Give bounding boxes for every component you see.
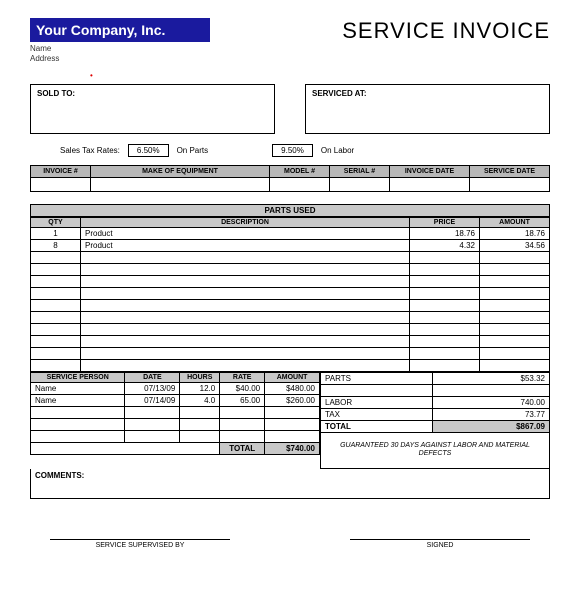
summary-labor-value: 740.00	[432, 396, 549, 408]
parts-row-empty	[31, 275, 550, 287]
on-parts-label: On Parts	[177, 146, 209, 155]
parts-row-empty	[31, 299, 550, 311]
parts-section: PARTS USED QTY DESCRIPTION PRICE AMOUNT …	[30, 204, 550, 499]
summary-tax-value: 73.77	[432, 408, 549, 420]
parts-header: PRICE	[410, 217, 480, 227]
supervised-signature: SERVICE SUPERVISED BY	[50, 539, 230, 549]
parts-used-title: PARTS USED	[30, 204, 550, 217]
parts-row-empty	[31, 347, 550, 359]
labor-summary-wrap: SERVICE PERSON DATE HOURS RATE AMOUNT Na…	[30, 372, 550, 469]
labor-header: AMOUNT	[265, 372, 320, 382]
tax-label: Sales Tax Rates:	[60, 146, 120, 155]
labor-row-empty	[31, 406, 320, 418]
summary-labor-label: LABOR	[321, 396, 433, 408]
parts-row-empty	[31, 263, 550, 275]
company-meta: Name Address	[30, 44, 210, 65]
meta-header: MODEL #	[270, 165, 330, 177]
labor-total-row: TOTAL$740.00	[31, 442, 320, 454]
labor-header: HOURS	[180, 372, 220, 382]
parts-row: 1Product18.7618.76	[31, 227, 550, 239]
summary-parts-label: PARTS	[321, 372, 433, 384]
signature-row: SERVICE SUPERVISED BY SIGNED	[30, 539, 550, 549]
labor-table: SERVICE PERSON DATE HOURS RATE AMOUNT Na…	[30, 372, 320, 455]
parts-table: QTY DESCRIPTION PRICE AMOUNT 1Product18.…	[30, 217, 550, 372]
summary-total-value: $867.09	[432, 420, 549, 432]
labor-row: Name07/14/094.065.00$260.00	[31, 394, 320, 406]
summary-tax-label: TAX	[321, 408, 433, 420]
address-label: Address	[30, 54, 210, 64]
summary-table: PARTS$53.32 LABOR740.00 TAX73.77 TOTAL$8…	[320, 372, 550, 469]
meta-header: SERIAL #	[330, 165, 390, 177]
labor-header: RATE	[220, 372, 265, 382]
header: Your Company, Inc. Name Address SERVICE …	[30, 18, 550, 65]
labor-tax-rate: 9.50%	[272, 144, 313, 157]
meta-header: SERVICE DATE	[470, 165, 550, 177]
invoice-meta-table: INVOICE # MAKE OF EQUIPMENT MODEL # SERI…	[30, 165, 550, 192]
serviced-at-box: SERVICED AT:	[305, 84, 550, 134]
parts-header: QTY	[31, 217, 81, 227]
labor-row-empty	[31, 418, 320, 430]
sold-to-box: SOLD TO:	[30, 84, 275, 134]
meta-header: INVOICE DATE	[390, 165, 470, 177]
parts-row-empty	[31, 359, 550, 371]
signed-signature: SIGNED	[350, 539, 530, 549]
parts-tax-rate: 6.50%	[128, 144, 169, 157]
parts-row-empty	[31, 287, 550, 299]
document-title: SERVICE INVOICE	[342, 18, 550, 44]
on-labor-label: On Labor	[321, 146, 354, 155]
company-name-banner: Your Company, Inc.	[30, 18, 210, 42]
company-block: Your Company, Inc. Name Address	[30, 18, 210, 65]
labor-header: DATE	[125, 372, 180, 382]
parts-row-empty	[31, 335, 550, 347]
summary-parts-value: $53.32	[432, 372, 549, 384]
parts-row-empty	[31, 311, 550, 323]
parts-header: DESCRIPTION	[81, 217, 410, 227]
name-label: Name	[30, 44, 210, 54]
tax-rates-row: Sales Tax Rates: 6.50% On Parts 9.50% On…	[30, 144, 550, 157]
labor-header: SERVICE PERSON	[31, 372, 125, 382]
summary-total-label: TOTAL	[321, 420, 433, 432]
parts-row: 8Product4.3234.56	[31, 239, 550, 251]
parts-row-empty	[31, 323, 550, 335]
labor-row: Name07/13/0912.0$40.00$480.00	[31, 382, 320, 394]
guarantee-text: GUARANTEED 30 DAYS AGAINST LABOR AND MAT…	[321, 432, 550, 468]
marker-icon: •	[90, 71, 550, 80]
comments-box: COMMENTS:	[30, 469, 550, 499]
meta-header: MAKE OF EQUIPMENT	[91, 165, 270, 177]
parts-header: AMOUNT	[480, 217, 550, 227]
signed-label: SIGNED	[350, 542, 530, 549]
meta-header: INVOICE #	[31, 165, 91, 177]
supervised-label: SERVICE SUPERVISED BY	[50, 542, 230, 549]
address-boxes: SOLD TO: SERVICED AT:	[30, 84, 550, 134]
labor-row-empty	[31, 430, 320, 442]
parts-row-empty	[31, 251, 550, 263]
